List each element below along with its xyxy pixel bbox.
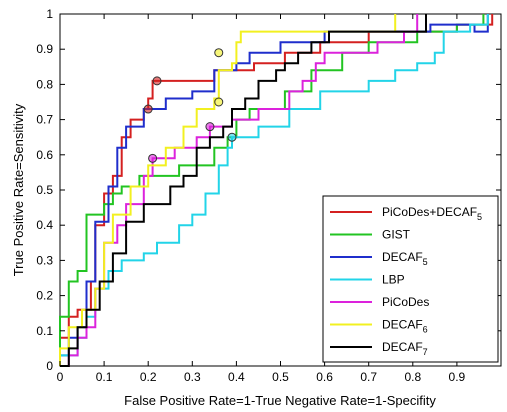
series-marker-4 xyxy=(148,153,158,163)
x-tick-label: 0.7 xyxy=(360,370,377,384)
legend-label-text: PiCoDes xyxy=(382,295,429,309)
legend-label-text: PiCoDes+DECAF xyxy=(382,205,477,219)
y-tick-label: 0.8 xyxy=(36,77,53,91)
legend-label-subscript: 6 xyxy=(423,325,428,335)
y-tick-label: 0.4 xyxy=(36,218,53,232)
x-tick-label: 0.6 xyxy=(316,370,333,384)
series-layer xyxy=(59,14,494,367)
legend-label-text: DECAF xyxy=(382,340,423,354)
legend-label-text: DECAF xyxy=(382,250,423,264)
x-tick-label: 0.2 xyxy=(140,370,157,384)
x-axis-label: False Positive Rate=1-True Negative Rate… xyxy=(124,393,436,408)
legend-label: DECAF6 xyxy=(382,318,428,335)
legend-label-text: LBP xyxy=(382,273,405,287)
legend-label: LBP xyxy=(382,273,405,287)
legend-entries: PiCoDes+DECAF5GISTDECAF5LBPPiCoDesDECAF6… xyxy=(330,205,482,357)
y-tick-label: 0.7 xyxy=(36,113,53,127)
legend-label-subscript: 7 xyxy=(423,347,428,357)
x-tick-label: 0.3 xyxy=(184,370,201,384)
x-tick-label: 0 xyxy=(57,370,64,384)
series-line-6 xyxy=(60,14,427,367)
x-tick-label: 0.5 xyxy=(272,370,289,384)
y-tick-label: 0 xyxy=(46,359,53,373)
series-marker-5 xyxy=(214,97,224,107)
series-marker-5 xyxy=(214,48,224,58)
legend-label: GIST xyxy=(382,228,411,242)
series-line-3 xyxy=(59,14,489,366)
y-tick-label: 0.1 xyxy=(36,324,53,338)
series-marker-0 xyxy=(152,76,162,86)
legend-label: DECAF5 xyxy=(382,250,428,267)
legend-label: PiCoDes xyxy=(382,295,429,309)
y-tick-label: 0.3 xyxy=(36,253,53,267)
y-tick-label: 0.6 xyxy=(36,148,53,162)
plot-area: 0 0.1 0.2 0.3 0.4 0.5 0.6 0.7 0.8 0.9 00.10.20.30… xyxy=(36,7,502,384)
y-tick-label: 1 xyxy=(46,7,53,21)
x-tick-label: 0.9 xyxy=(449,370,466,384)
y-tick-label: 0.9 xyxy=(36,42,53,56)
legend-label-text: GIST xyxy=(382,228,411,242)
y-axis-ticks: 0 0.1 0.2 0.3 0.4 0.5 0.6 0.7 0.8 0.9 1 xyxy=(36,7,501,373)
legend-label: PiCoDes+DECAF5 xyxy=(382,205,482,222)
y-tick-label: 0.2 xyxy=(36,289,53,303)
series-marker-4 xyxy=(205,122,215,132)
series-marker-0 xyxy=(143,104,153,114)
x-tick-label: 0.1 xyxy=(96,370,113,384)
x-axis-ticks: 0 0.1 0.2 0.3 0.4 0.5 0.6 0.7 0.8 0.9 xyxy=(57,14,466,384)
legend: PiCoDes+DECAF5GISTDECAF5LBPPiCoDesDECAF6… xyxy=(322,195,499,363)
series-marker-3 xyxy=(227,132,237,142)
x-tick-label: 0.4 xyxy=(228,370,245,384)
legend-label-text: DECAF xyxy=(382,318,423,332)
legend-label: DECAF7 xyxy=(382,340,428,357)
series-line-1 xyxy=(59,14,485,366)
y-axis-label: True Positive Rate=Sensitivity xyxy=(11,103,26,276)
legend-label-subscript: 5 xyxy=(477,212,482,222)
legend-label-subscript: 5 xyxy=(423,257,428,267)
x-tick-label: 0.8 xyxy=(404,370,421,384)
y-tick-label: 0.5 xyxy=(36,183,53,197)
marker-layer xyxy=(143,48,237,163)
